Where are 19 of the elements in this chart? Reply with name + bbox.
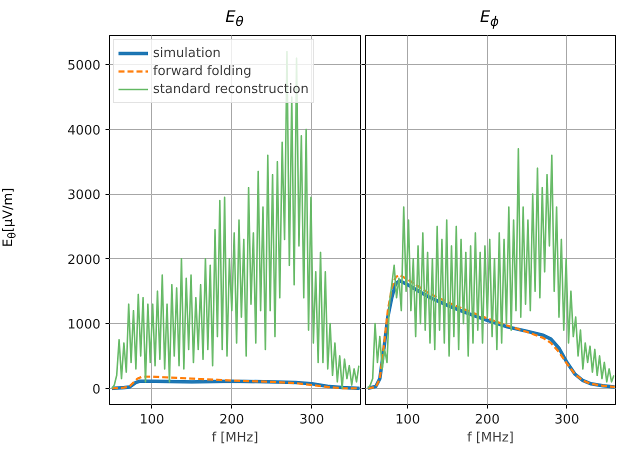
chart-title: E$_{ϕ}$ <box>480 6 499 32</box>
x-tick-label: 200 <box>219 412 244 428</box>
x-axis-title: f [MHz] <box>467 430 514 446</box>
y-tick-label: 2000 <box>67 252 101 268</box>
y-tick-label: 0 <box>92 382 101 398</box>
legend-label: simulation <box>153 44 221 62</box>
y-tick-label: 3000 <box>67 188 101 204</box>
x-tick-label: 100 <box>395 412 420 428</box>
legend-label: standard reconstruction <box>153 80 309 98</box>
y-tick-label: 5000 <box>67 58 101 74</box>
x-tick-label: 200 <box>474 412 500 428</box>
legend-label: forward folding <box>153 62 252 80</box>
y-tick-label: 1000 <box>67 318 101 333</box>
x-tick-label: 100 <box>139 412 164 428</box>
x-tick-label: 300 <box>299 412 324 428</box>
x-axis-title: f [MHz] <box>212 430 258 446</box>
y-tick-label: 4000 <box>67 123 101 138</box>
x-tick-label: 300 <box>554 412 580 428</box>
chart-title: E$_{θ}$ <box>225 6 244 32</box>
